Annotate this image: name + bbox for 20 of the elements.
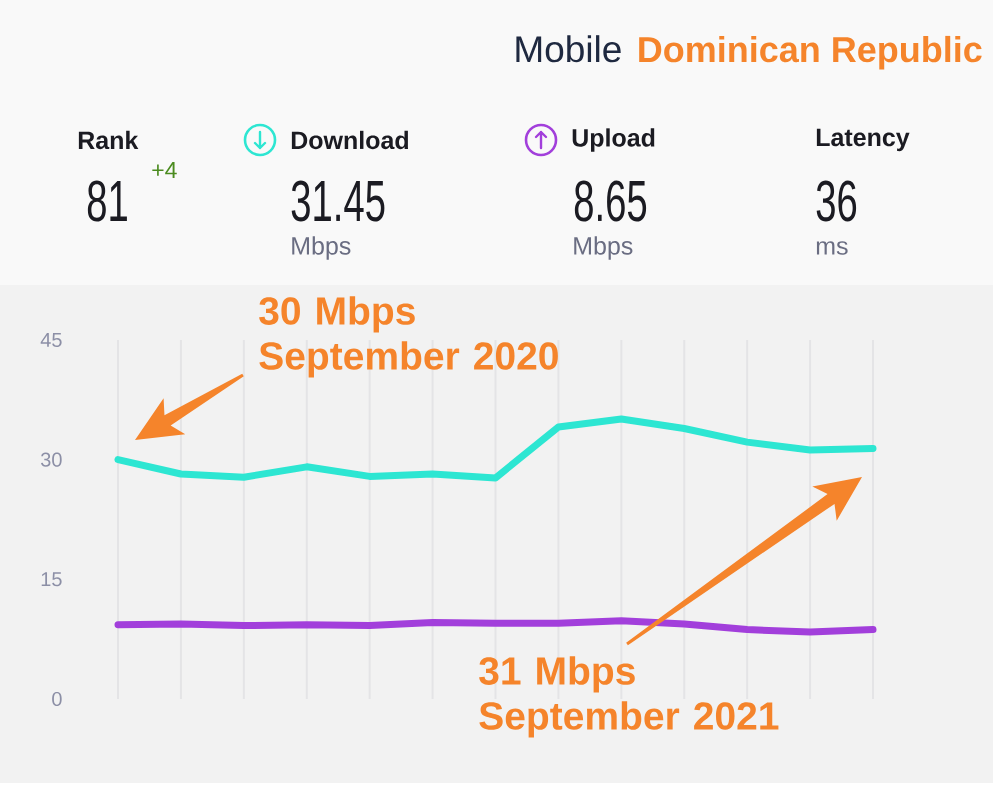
chart-subtitle: Mobile [516,35,621,63]
y-tick-label: 0 [52,691,62,707]
y-tick-label: 45 [40,333,62,347]
text: Rank [78,130,139,150]
text: 36 [816,180,857,222]
text: ms [816,241,848,255]
annotation: 30 Mbps September 2020 [259,296,558,378]
legend-label: Upload [572,128,655,152]
text: Mbps [292,236,351,260]
legend-label: Download [291,130,409,150]
chart-title: Dominican Republic [639,35,982,70]
y-tick-label: 15 [41,572,62,587]
y-tick-label: 30 [41,452,62,467]
text: +4 [152,162,177,178]
text: Latency [816,128,910,152]
annotation: 31 Mbps September 2021 [479,656,779,738]
text: 81 [87,180,127,222]
text: Mbps [574,236,633,260]
text: 8.65 [574,180,647,222]
text: 31.45 [291,180,385,222]
